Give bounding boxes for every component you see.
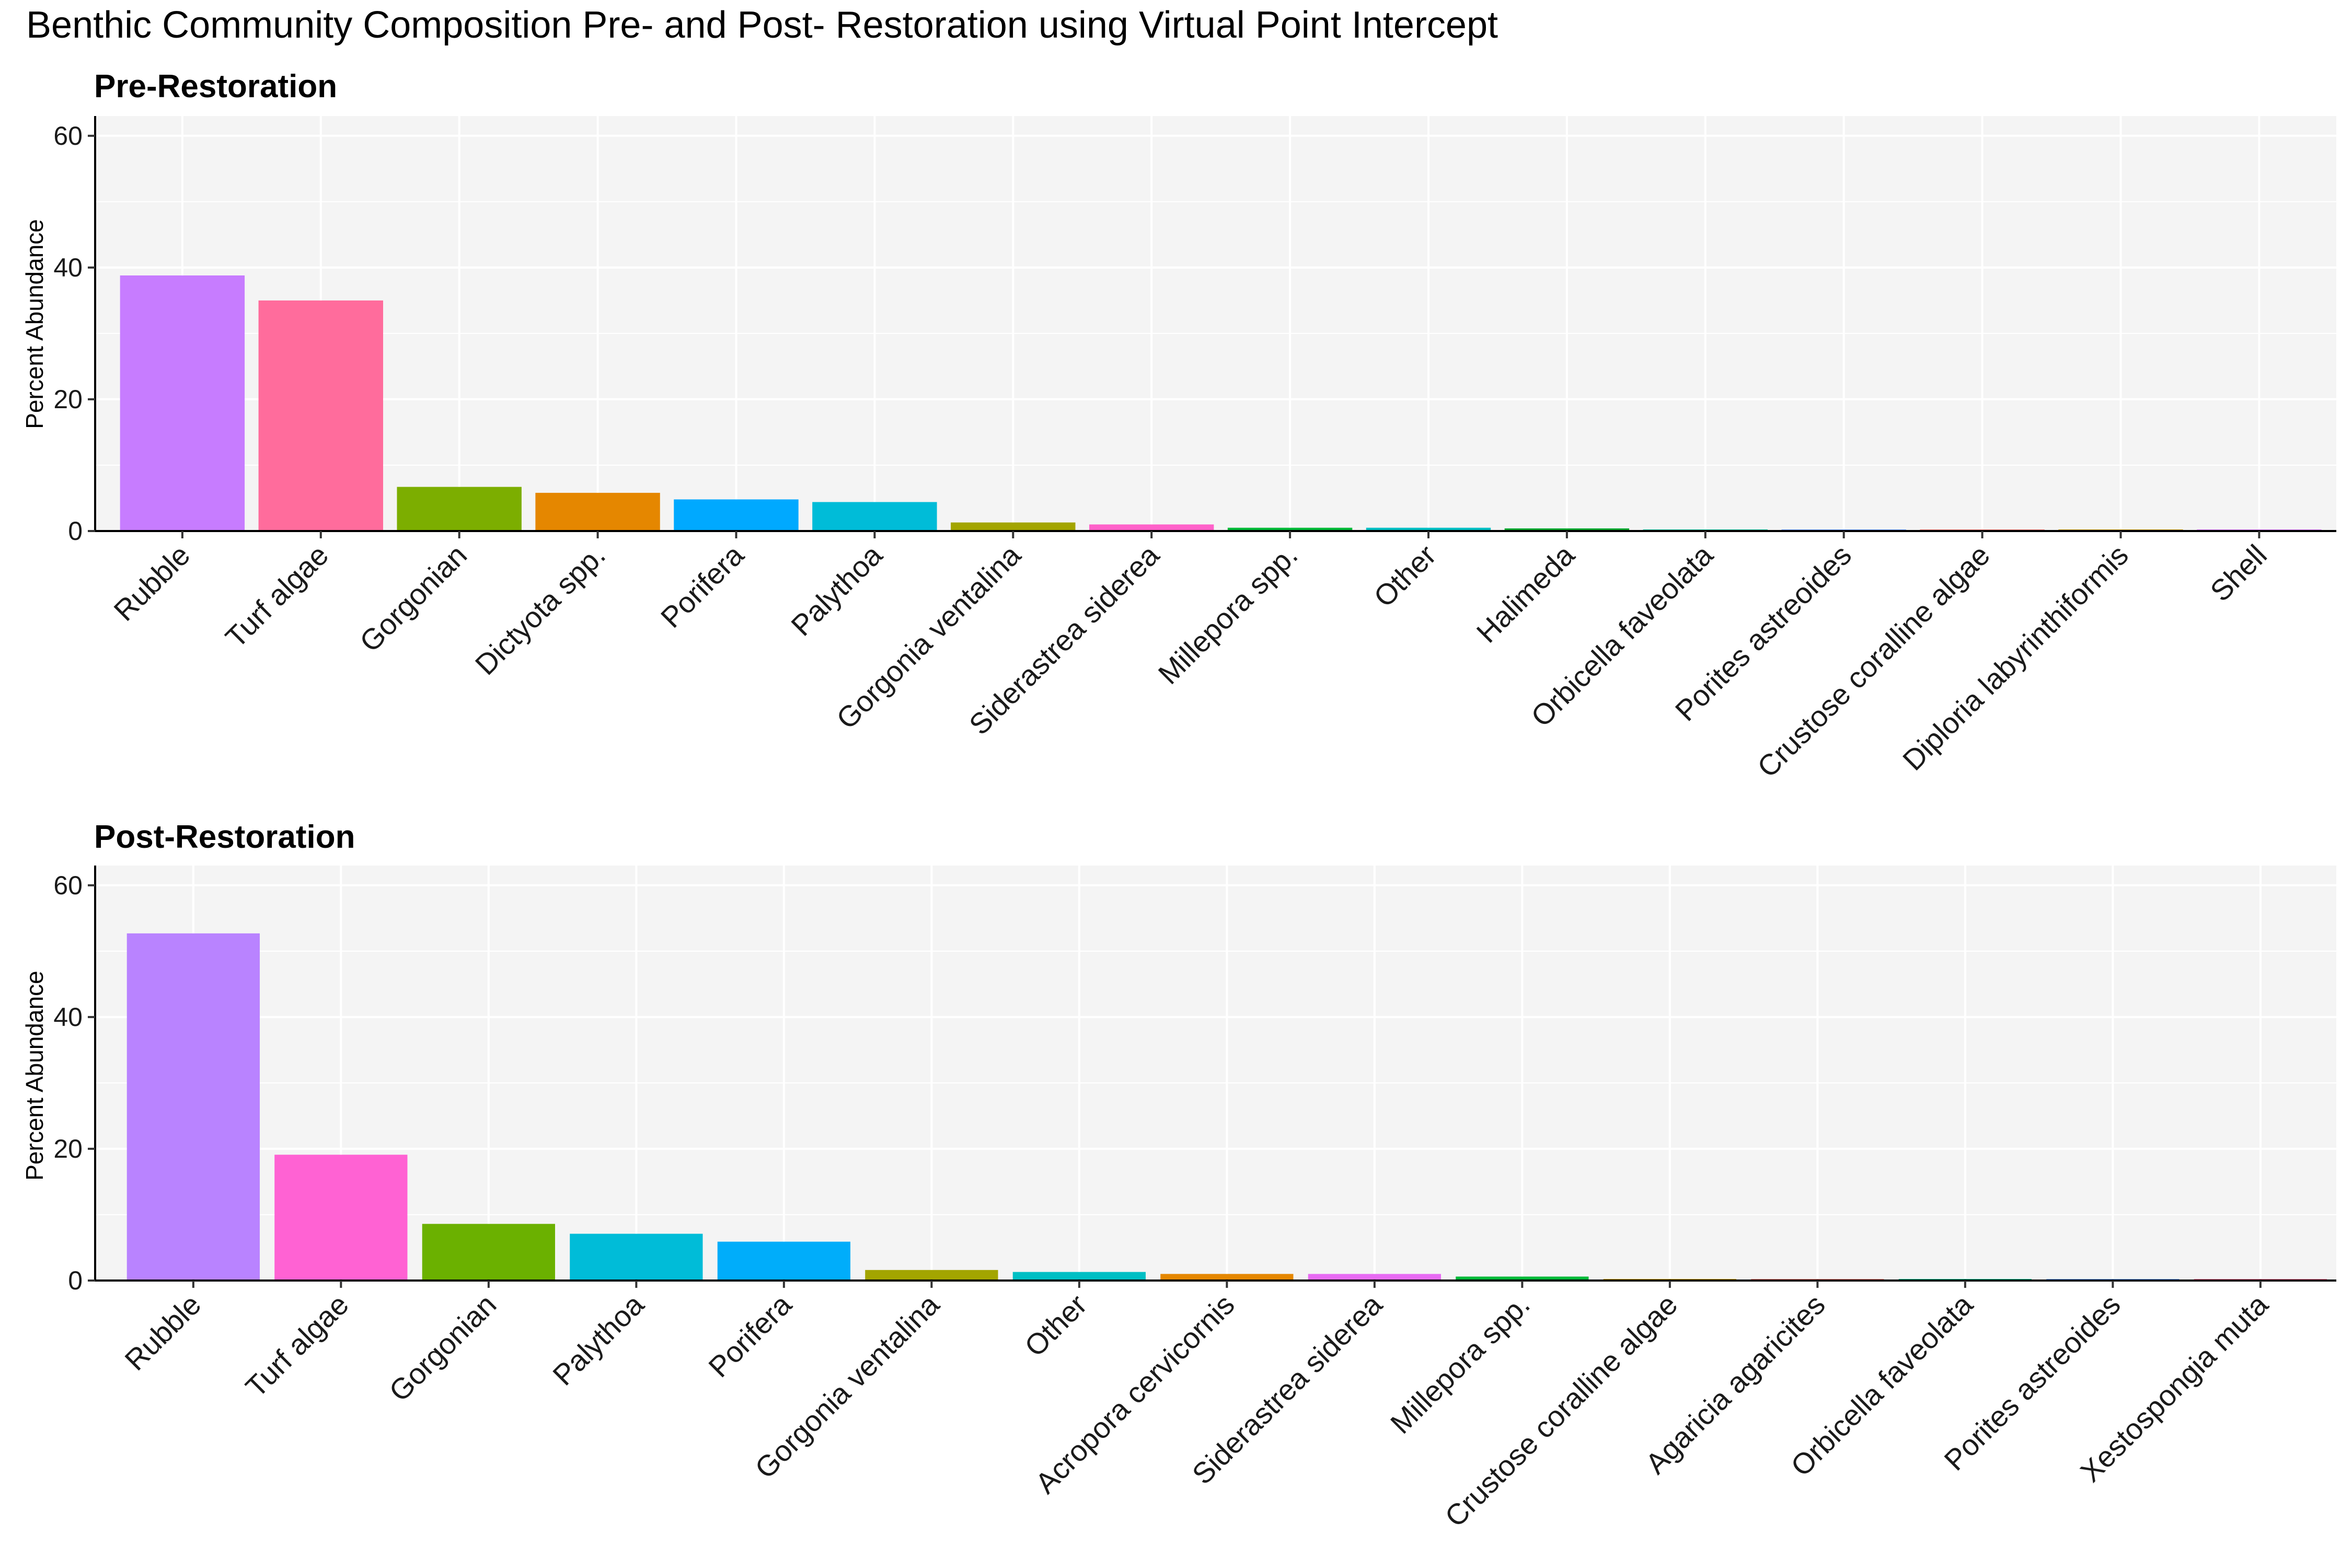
- y-tick-label: 60: [53, 871, 83, 900]
- bar-turf-algae: [258, 300, 383, 531]
- x-tick-label: Turf algae: [219, 538, 335, 654]
- figure-title: Benthic Community Composition Pre- and P…: [26, 4, 1498, 46]
- bar-other: [1366, 527, 1491, 531]
- bar-gorgonia-ventalina: [865, 1270, 998, 1281]
- x-tick-label: Dictyota spp.: [469, 538, 612, 681]
- pre-restoration-panel: Pre-Restoration Percent Abundance 0 20 40 6…: [21, 68, 2336, 783]
- y-tick-label: 0: [68, 516, 83, 546]
- bar-palythoa: [570, 1233, 703, 1281]
- bar-gorgonian: [422, 1224, 555, 1281]
- x-tick-label: Porifera: [702, 1287, 798, 1383]
- bar-siderastrea-siderea: [1308, 1274, 1441, 1281]
- x-tick-label: Porifera: [654, 538, 751, 634]
- bar-gorgonian: [397, 487, 522, 531]
- post-restoration-panel: Post-Restoration Percent Abundance 0 20 40…: [21, 819, 2336, 1533]
- bar-rubble: [120, 275, 245, 531]
- bar-halimeda: [1504, 528, 1630, 531]
- panel-title-pre: Pre-Restoration: [94, 68, 337, 105]
- bar-millepora-spp: [1456, 1276, 1589, 1281]
- x-tick-label: Rubble: [107, 538, 196, 627]
- bar-acropora-cervicornis: [1160, 1274, 1294, 1281]
- x-tick-label: Palythoa: [546, 1287, 650, 1391]
- bar-dictyota-spp: [535, 492, 660, 531]
- x-tick-label: Shell: [2204, 538, 2273, 608]
- plot-background: [95, 116, 2336, 531]
- x-tick-label: Gorgonian: [383, 1288, 502, 1408]
- x-tick-label: Other: [1367, 538, 1443, 614]
- x-tick-label: Palythoa: [785, 538, 889, 642]
- bar-palythoa: [812, 502, 937, 531]
- bar-gorgonia-ventalina: [951, 522, 1076, 531]
- x-tick-label: Gorgonian: [353, 538, 473, 658]
- x-tick-label: Diploria labyrinthiformis: [1896, 538, 2135, 777]
- plot-background: [95, 866, 2336, 1281]
- y-axis-title-pre: Percent Abundance: [21, 219, 48, 429]
- bar-other: [1012, 1272, 1146, 1281]
- panel-title-post: Post-Restoration: [94, 819, 355, 855]
- y-tick-label: 40: [53, 253, 83, 282]
- x-tick-label: Turf algae: [239, 1288, 354, 1403]
- x-tick-label: Rubble: [118, 1288, 207, 1377]
- plot-area-pre: 0 20 40 60 Rubble Turf algae GorgonianDictyota…: [53, 116, 2336, 783]
- bar-porifera: [674, 499, 799, 531]
- x-tick-label: Halimeda: [1470, 538, 1581, 649]
- y-tick-label: 60: [53, 121, 83, 151]
- x-tick-label: Other: [1018, 1288, 1093, 1363]
- y-tick-label: 40: [53, 1002, 83, 1032]
- y-tick-label: 20: [53, 385, 83, 414]
- x-tick-label: Crustose coralline algae: [1438, 1288, 1684, 1533]
- x-tick-label: Crustose coralline algae: [1751, 538, 1996, 783]
- bar-rubble: [126, 933, 260, 1281]
- y-tick-label: 0: [68, 1266, 83, 1295]
- bar-porifera: [717, 1241, 850, 1281]
- bar-turf-algae: [274, 1155, 408, 1281]
- plot-area-post: 0 20 40 60 Rubble Turf algae Gorgonian Palythoa…: [53, 866, 2336, 1533]
- y-tick-label: 20: [53, 1134, 83, 1163]
- bar-siderastrea-siderea: [1089, 524, 1214, 531]
- x-tick-label: Millepora spp.: [1152, 538, 1304, 690]
- bar-millepora-spp: [1227, 527, 1353, 531]
- y-axis-title-post: Percent Abundance: [21, 971, 48, 1181]
- x-tick-label: Millepora spp.: [1384, 1288, 1536, 1440]
